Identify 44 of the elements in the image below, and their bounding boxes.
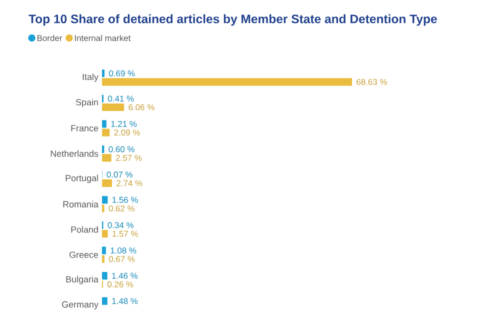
data-label: 2.09 % [114, 130, 140, 136]
data-label: 1.08 % [110, 247, 136, 254]
bar [102, 78, 352, 86]
data-label: 1.56 % [112, 196, 138, 203]
bar [102, 246, 106, 254]
bar [102, 70, 105, 78]
y-tick-label: Poland [71, 226, 98, 233]
y-tick-label: Portugal [66, 174, 98, 184]
y-tick-label: Bulgaria [66, 276, 98, 284]
bar [102, 120, 106, 128]
data-label: 2.74 % [116, 180, 142, 186]
bar [102, 103, 124, 112]
bar [102, 272, 108, 280]
bar [102, 154, 112, 162]
data-label: 0.62 % [108, 205, 135, 212]
data-label: 1.57 % [112, 230, 138, 237]
data-label: 68.63 % [356, 78, 387, 85]
chart-title: Top 10 Share of detained articles by Member State and Detention Type [28, 14, 437, 26]
y-tick-label: France [71, 125, 98, 132]
legend-label: Border [37, 34, 62, 42]
bar [102, 230, 108, 238]
bar [102, 128, 110, 136]
data-label: 0.34 % [108, 222, 134, 228]
y-tick-label: Spain [76, 98, 98, 108]
legend-label: Internal market [75, 34, 131, 42]
y-tick-label: Netherlands [50, 150, 98, 157]
data-label: 1.48 % [112, 298, 138, 304]
data-label: 6.06 % [128, 104, 154, 110]
data-label: 0.60 % [108, 146, 134, 152]
data-label: 0.07 % [106, 172, 133, 178]
y-tick-label: Germany [62, 301, 98, 310]
y-tick-label: Romania [63, 200, 98, 208]
bar [102, 196, 108, 204]
data-label: 0.69 % [109, 70, 135, 76]
bar [102, 179, 112, 187]
y-tick-label: Italy [82, 73, 98, 82]
y-tick-label: Greece [70, 252, 98, 258]
data-label: 0.67 % [108, 256, 135, 262]
data-label: 0.41 % [108, 96, 134, 102]
data-label: 2.57 % [116, 154, 142, 161]
data-label: 0.26 % [107, 281, 134, 288]
bar [102, 297, 108, 305]
data-label: 1.21 % [111, 120, 137, 127]
data-label: 1.46 % [112, 272, 138, 279]
